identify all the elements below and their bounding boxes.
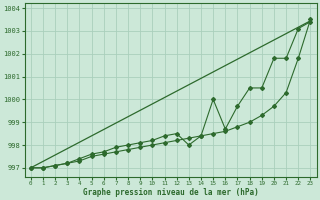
- X-axis label: Graphe pression niveau de la mer (hPa): Graphe pression niveau de la mer (hPa): [83, 188, 259, 197]
